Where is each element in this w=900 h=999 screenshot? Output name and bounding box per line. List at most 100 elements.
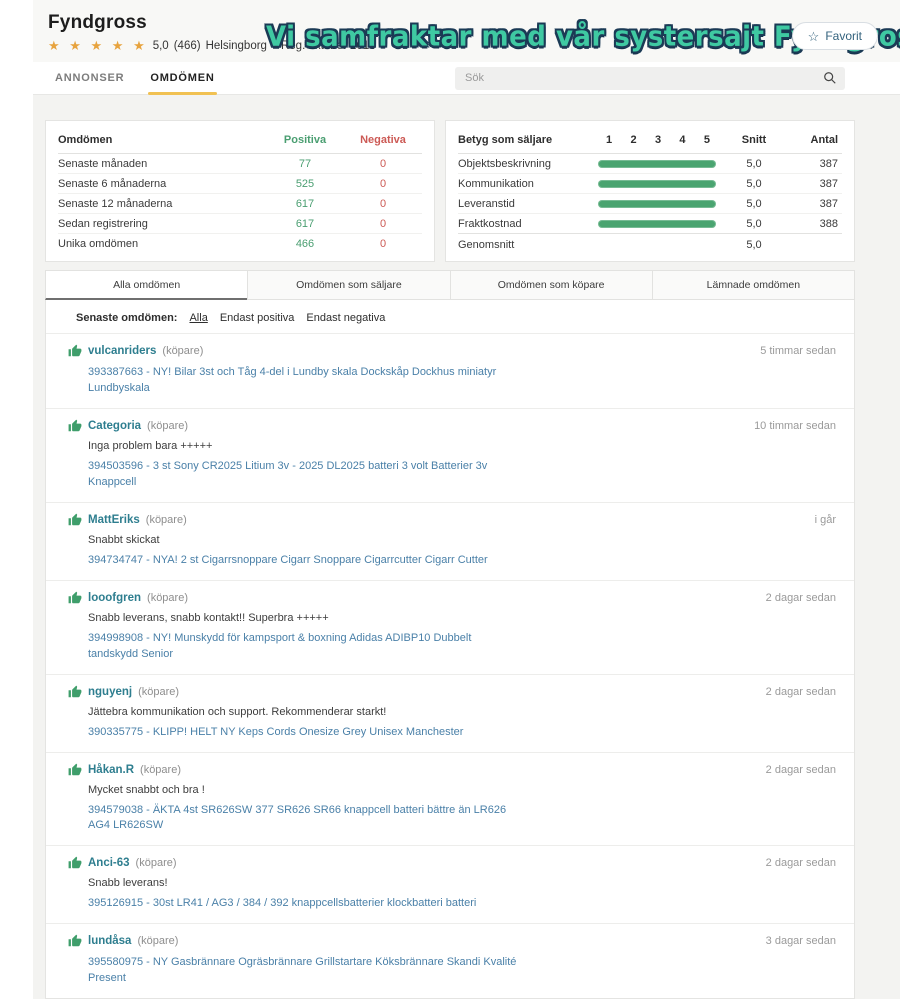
search-icon[interactable]: [823, 71, 837, 85]
favorite-button[interactable]: ☆ Favorit: [791, 22, 878, 50]
reviews-card: Senaste omdömen: Alla Endast positiva Enda…: [45, 300, 855, 999]
page-container: Fyndgross ★ ★ ★ ★ ★ 5,0 (466) Helsingbor…: [33, 0, 900, 999]
nav-row: ANNONSER OMDÖMEN: [33, 62, 900, 95]
row-positive[interactable]: 617: [295, 217, 315, 230]
review-timestamp: 2 dagar sedan: [765, 857, 836, 870]
review-role: (köpare): [138, 685, 180, 698]
review-item: nguyenj (köpare) 2 dagar sedan Jättebra …: [46, 673, 854, 752]
review-tab[interactable]: Alla omdömen: [45, 270, 249, 300]
star-rating-icon: ★ ★ ★ ★ ★: [48, 38, 148, 53]
review-username[interactable]: nguyenj: [88, 685, 133, 698]
filter-row: Senaste omdömen: Alla Endast positiva Enda…: [46, 300, 854, 333]
review-tab[interactable]: Omdömen som köpare: [449, 270, 653, 300]
search-input[interactable]: [455, 66, 845, 90]
row-label: Unika omdömen: [58, 237, 139, 250]
review-item: lundåsa (köpare) 3 dagar sedan 395580975…: [46, 923, 854, 998]
review-username[interactable]: Anci-63: [88, 857, 130, 870]
row-positive[interactable]: 77: [298, 157, 312, 170]
review-username[interactable]: lundåsa: [88, 935, 132, 948]
row-avg: 5,0: [746, 197, 762, 210]
review-comment: Snabbt skickat: [88, 533, 160, 546]
review-comment: Mycket snabbt och bra !: [88, 783, 205, 796]
row-label: Senaste 12 månaderna: [58, 197, 173, 210]
row-avg: 5,0: [746, 157, 762, 170]
review-item-link[interactable]: 395580975 - NY Gasbrännare Ogräsbrännare…: [88, 956, 517, 985]
review-username[interactable]: Håkan.R: [88, 763, 135, 776]
summary-card: Omdömen Positiva Negativa Senaste månade…: [45, 120, 435, 262]
review-item-link[interactable]: 394734747 - NYA! 2 st Cigarrsnoppare Cig…: [88, 553, 488, 566]
rating-footer: Genomsnitt 5,0: [458, 233, 842, 255]
rating-title: Betyg som säljare: [458, 134, 553, 146]
review-tab-label: Omdömen som säljare: [296, 279, 402, 291]
col-positiva: Positiva: [283, 134, 327, 146]
thumbs-up-icon: [68, 419, 82, 432]
row-count: 387: [819, 177, 838, 190]
row-count: 388: [819, 217, 838, 230]
review-item-link[interactable]: 393387663 - NY! Bilar 3st och Tåg 4-del …: [88, 366, 497, 394]
rating-bar: [598, 159, 716, 168]
review-role: (köpare): [162, 345, 204, 357]
review-item: MattEriks (köpare) i går Snabbt skickat …: [46, 501, 854, 580]
row-count: 387: [819, 157, 838, 170]
table-row: Kommunikation 5,0 387: [458, 174, 842, 194]
review-username[interactable]: looofgren: [88, 591, 142, 604]
review-tab-label: Alla omdömen: [113, 278, 181, 291]
row-negative[interactable]: 0: [379, 237, 387, 250]
row-label: Sedan registrering: [58, 217, 148, 230]
thumbs-up-icon: [68, 591, 82, 603]
review-role: (köpare): [147, 419, 189, 432]
review-head: lundåsa (köpare): [68, 934, 836, 948]
review-item: vulcanriders (köpare) 5 timmar sedan 393…: [46, 333, 854, 408]
main-area: Omdömen Positiva Negativa Senaste månade…: [33, 95, 900, 999]
review-role: (köpare): [137, 935, 179, 948]
row-positive[interactable]: 466: [295, 237, 315, 250]
row-negative[interactable]: 0: [379, 157, 387, 170]
review-item-link[interactable]: 395126915 - 30st LR41 / AG3 / 384 / 392 …: [88, 897, 477, 910]
row-negative[interactable]: 0: [379, 217, 387, 230]
review-item-link[interactable]: 394503596 - 3 st Sony CR2025 Litium 3v -…: [88, 459, 488, 488]
rating-bar: [598, 179, 716, 188]
col-snitt: Snitt: [741, 134, 767, 146]
review-item-link[interactable]: 394579038 - ÄKTA 4st SR626SW 377 SR626 S…: [88, 803, 507, 832]
row-negative[interactable]: 0: [379, 177, 387, 190]
profile-identity: Fyndgross ★ ★ ★ ★ ★ 5,0 (466) Helsingbor…: [48, 12, 376, 52]
review-tab[interactable]: Omdömen som säljare: [247, 270, 451, 300]
table-row: Senaste 6 månaderna 525 0: [58, 174, 422, 194]
scale-tick: 1: [606, 134, 613, 146]
review-username[interactable]: vulcanriders: [88, 345, 157, 357]
table-row: Leveranstid 5,0 387: [458, 194, 842, 214]
review-item-link[interactable]: 390335775 - KLIPP! HELT NY Keps Cords On…: [88, 725, 464, 738]
summary-rows: Senaste månaden 77 0 Senaste 6 månaderna…: [58, 154, 422, 253]
filter-option[interactable]: Endast negativa: [306, 312, 386, 324]
review-count: (466): [173, 39, 201, 52]
review-username[interactable]: MattEriks: [88, 513, 140, 526]
col-negativa: Negativa: [360, 134, 406, 146]
review-tabs: Alla omdömen Omdömen som säljare Omdömen s…: [45, 270, 855, 300]
table-row: Senaste 12 månaderna 617 0: [58, 194, 422, 214]
thumbs-up-icon: [68, 685, 82, 697]
thumbs-up-icon: [68, 344, 82, 357]
thumbs-up-icon: [68, 513, 82, 525]
favorite-label: Favorit: [825, 29, 862, 43]
row-positive[interactable]: 525: [295, 177, 315, 190]
reviews-list: vulcanriders (köpare) 5 timmar sedan 393…: [46, 333, 854, 998]
review-head: looofgren (köpare): [68, 591, 836, 605]
filter-option[interactable]: Alla: [189, 312, 208, 324]
filter-label: Senaste omdömen:: [76, 312, 178, 324]
review-item-link[interactable]: 394998908 - NY! Munskydd för kampsport &…: [88, 631, 472, 660]
review-head: Anci-63 (köpare): [68, 856, 836, 870]
review-timestamp: 3 dagar sedan: [765, 935, 836, 948]
review-comment: Snabb leverans!: [88, 877, 168, 890]
summary-row: Omdömen Positiva Negativa Senaste månade…: [45, 120, 855, 262]
profile-meta: ★ ★ ★ ★ ★ 5,0 (466) Helsingborg • Reg. o…: [48, 39, 376, 52]
review-comment: Inga problem bara +++++: [88, 439, 213, 452]
row-negative[interactable]: 0: [379, 197, 387, 210]
tab-annonser[interactable]: ANNONSER: [55, 72, 125, 84]
row-positive[interactable]: 617: [295, 197, 315, 210]
review-comment: Jättebra kommunikation och support. Reko…: [88, 705, 387, 718]
table-row: Unika omdömen 466 0: [58, 234, 422, 253]
review-tab[interactable]: Lämnade omdömen: [651, 270, 855, 300]
review-username[interactable]: Categoria: [88, 419, 142, 432]
filter-option[interactable]: Endast positiva: [219, 312, 295, 324]
tab-omdomen[interactable]: OMDÖMEN: [148, 63, 217, 95]
